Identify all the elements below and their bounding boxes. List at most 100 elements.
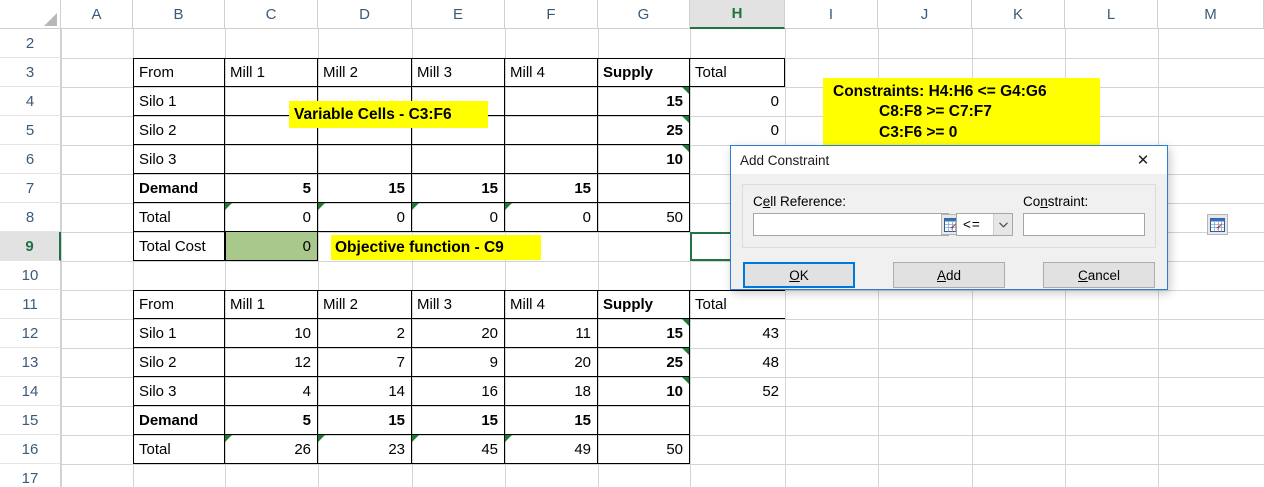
cell-E11[interactable]: Mill 3 [412, 290, 505, 319]
row-header-7[interactable]: 7 [0, 174, 61, 203]
cell-G6[interactable]: 10 [598, 145, 690, 174]
cell-E3[interactable]: Mill 3 [412, 58, 505, 87]
cell-reference-input-wrapper[interactable] [753, 213, 962, 236]
cell-B16[interactable]: Total [133, 435, 225, 464]
cell-F13[interactable]: 20 [505, 348, 598, 377]
cell-B4[interactable]: Silo 1 [133, 87, 225, 116]
cell-E8[interactable]: 0 [412, 203, 505, 232]
cell-F6[interactable] [505, 145, 598, 174]
close-icon[interactable]: ✕ [1136, 152, 1150, 169]
row-header-10[interactable]: 10 [0, 261, 61, 290]
cell-B11[interactable]: From [133, 290, 225, 319]
cell-B5[interactable]: Silo 2 [133, 116, 225, 145]
column-header-k[interactable]: K [972, 0, 1065, 29]
cell-E12[interactable]: 20 [412, 319, 505, 348]
cell-D8[interactable]: 0 [318, 203, 412, 232]
cell-D15[interactable]: 15 [318, 406, 412, 435]
cell-F4[interactable] [505, 87, 598, 116]
cell-E15[interactable]: 15 [412, 406, 505, 435]
column-header-m[interactable]: M [1158, 0, 1264, 29]
cell-H12[interactable]: 43 [690, 319, 785, 348]
cell-E13[interactable]: 9 [412, 348, 505, 377]
row-header-14[interactable]: 14 [0, 377, 61, 406]
cell-C6[interactable] [225, 145, 318, 174]
cell-C5[interactable] [225, 116, 318, 145]
cell-B3[interactable]: From [133, 58, 225, 87]
column-header-b[interactable]: B [133, 0, 225, 29]
cell-E16[interactable]: 45 [412, 435, 505, 464]
operator-select[interactable]: <= [956, 213, 1013, 236]
cell-G7[interactable] [598, 174, 690, 203]
cell-C8[interactable]: 0 [225, 203, 318, 232]
dialog-title-bar[interactable]: Add Constraint ✕ [731, 146, 1167, 174]
cell-H14[interactable]: 52 [690, 377, 785, 406]
cell-C15[interactable]: 5 [225, 406, 318, 435]
cell-G13[interactable]: 25 [598, 348, 690, 377]
row-header-17[interactable]: 17 [0, 464, 61, 487]
cell-C9-objective[interactable]: 0 [225, 232, 318, 261]
row-header-15[interactable]: 15 [0, 406, 61, 435]
cell-D16[interactable]: 23 [318, 435, 412, 464]
cell-E6[interactable] [412, 145, 505, 174]
cell-H4[interactable]: 0 [690, 87, 785, 116]
cell-C3[interactable]: Mill 1 [225, 58, 318, 87]
cell-B9[interactable]: Total Cost [133, 232, 225, 261]
cell-C7[interactable]: 5 [225, 174, 318, 203]
column-header-g[interactable]: G [598, 0, 690, 29]
cell-B8[interactable]: Total [133, 203, 225, 232]
cell-C16[interactable]: 26 [225, 435, 318, 464]
cell-D7[interactable]: 15 [318, 174, 412, 203]
cell-D5[interactable] [318, 116, 412, 145]
cell-G16[interactable]: 50 [598, 435, 690, 464]
cell-C13[interactable]: 12 [225, 348, 318, 377]
cell-F5[interactable] [505, 116, 598, 145]
column-header-i[interactable]: I [785, 0, 878, 29]
cell-C14[interactable]: 4 [225, 377, 318, 406]
cell-F15[interactable]: 15 [505, 406, 598, 435]
cell-D11[interactable]: Mill 2 [318, 290, 412, 319]
cell-D12[interactable]: 2 [318, 319, 412, 348]
column-header-f[interactable]: F [505, 0, 598, 29]
cell-G14[interactable]: 10 [598, 377, 690, 406]
row-header-5[interactable]: 5 [0, 116, 61, 145]
row-header-13[interactable]: 13 [0, 348, 61, 377]
cell-F14[interactable]: 18 [505, 377, 598, 406]
row-header-6[interactable]: 6 [0, 145, 61, 174]
constraint-input[interactable] [1024, 214, 1207, 235]
range-picker-icon-2[interactable] [1207, 214, 1228, 235]
cell-E14[interactable]: 16 [412, 377, 505, 406]
cell-F3[interactable]: Mill 4 [505, 58, 598, 87]
row-header-4[interactable]: 4 [0, 87, 61, 116]
cell-B7[interactable]: Demand [133, 174, 225, 203]
column-header-h[interactable]: H [690, 0, 785, 29]
cell-B14[interactable]: Silo 3 [133, 377, 225, 406]
column-header-e[interactable]: E [412, 0, 505, 29]
cell-G8[interactable]: 50 [598, 203, 690, 232]
cell-H5[interactable]: 0 [690, 116, 785, 145]
cell-F11[interactable]: Mill 4 [505, 290, 598, 319]
chevron-down-icon[interactable] [993, 214, 1012, 235]
column-header-a[interactable]: A [61, 0, 133, 29]
cell-D13[interactable]: 7 [318, 348, 412, 377]
column-header-l[interactable]: L [1065, 0, 1158, 29]
cell-B12[interactable]: Silo 1 [133, 319, 225, 348]
cell-reference-input[interactable] [758, 214, 941, 235]
cell-C11[interactable]: Mill 1 [225, 290, 318, 319]
cell-C12[interactable]: 10 [225, 319, 318, 348]
cell-H13[interactable]: 48 [690, 348, 785, 377]
cell-G11[interactable]: Supply [598, 290, 690, 319]
cell-E5[interactable] [412, 116, 505, 145]
cell-D3[interactable]: Mill 2 [318, 58, 412, 87]
cell-B13[interactable]: Silo 2 [133, 348, 225, 377]
column-header-d[interactable]: D [318, 0, 412, 29]
cell-D14[interactable]: 14 [318, 377, 412, 406]
constraint-input-wrapper[interactable] [1023, 213, 1228, 236]
row-header-8[interactable]: 8 [0, 203, 61, 232]
row-header-16[interactable]: 16 [0, 435, 61, 464]
cell-F7[interactable]: 15 [505, 174, 598, 203]
row-header-12[interactable]: 12 [0, 319, 61, 348]
cell-F16[interactable]: 49 [505, 435, 598, 464]
